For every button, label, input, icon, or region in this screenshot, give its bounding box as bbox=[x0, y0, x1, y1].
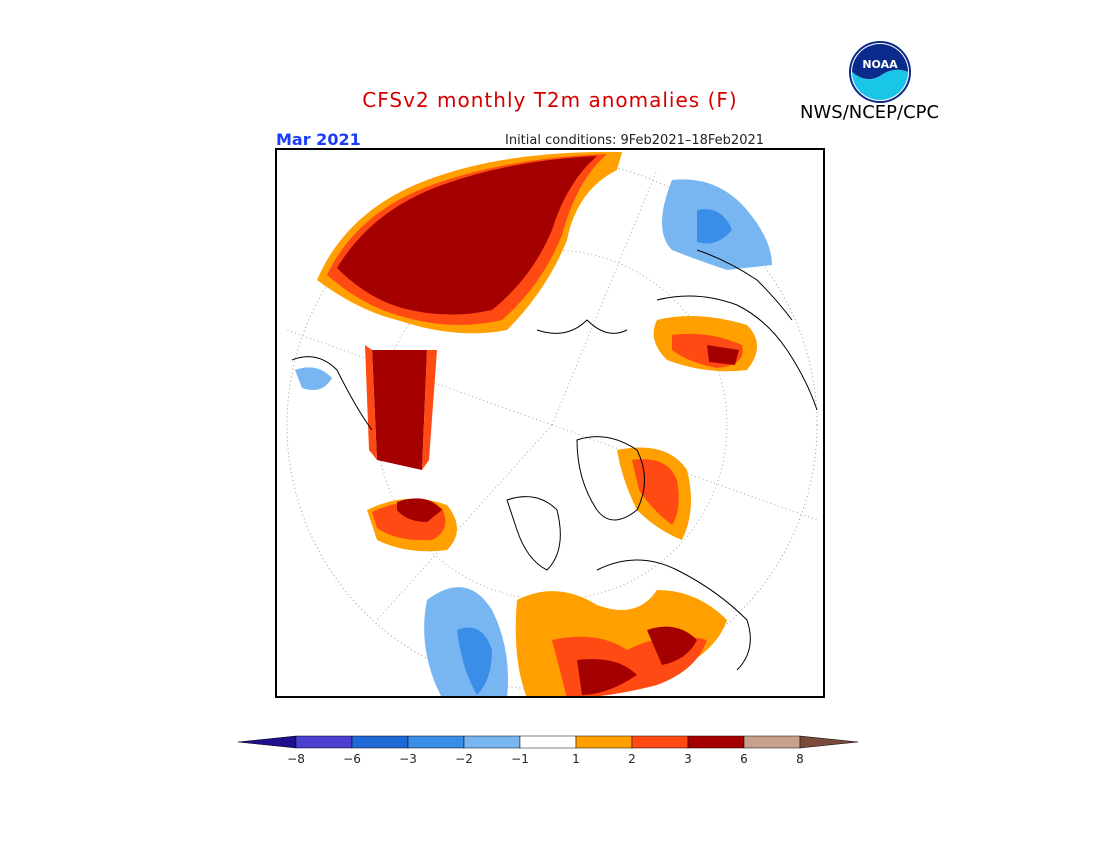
legend-label: −3 bbox=[399, 752, 417, 766]
svg-text:NOAA: NOAA bbox=[862, 58, 898, 71]
colorbar bbox=[238, 735, 859, 749]
siberia-warm-anomaly bbox=[317, 151, 622, 470]
small-cool-spot bbox=[295, 367, 332, 391]
legend-label: 6 bbox=[740, 752, 748, 766]
alaska-warm-anomaly bbox=[367, 498, 457, 552]
agency-label: NWS/NCEP/CPC bbox=[800, 102, 940, 123]
legend-label: −1 bbox=[511, 752, 529, 766]
greenland-warm-anomaly bbox=[653, 316, 757, 372]
legend-label: 1 bbox=[572, 752, 580, 766]
hudson-warm-anomaly bbox=[617, 447, 691, 540]
legend-label: 8 bbox=[796, 752, 804, 766]
legend-label: 2 bbox=[628, 752, 636, 766]
legend-label: −8 bbox=[287, 752, 305, 766]
west-us-cool-anomaly bbox=[424, 587, 508, 696]
legend-label: 3 bbox=[684, 752, 692, 766]
legend-label: −6 bbox=[343, 752, 361, 766]
noaa-logo: NOAA bbox=[849, 41, 911, 103]
polar-map bbox=[275, 148, 825, 698]
us-warm-anomaly bbox=[515, 590, 727, 696]
colorbar-arrow-left bbox=[238, 735, 297, 749]
atlantic-cool-anomaly bbox=[662, 179, 772, 270]
forecast-month: Mar 2021 bbox=[276, 130, 361, 149]
initial-conditions: Initial conditions: 9Feb2021–18Feb2021 bbox=[505, 133, 765, 148]
legend-label: −2 bbox=[455, 752, 473, 766]
colorbar-arrow-right bbox=[799, 735, 859, 749]
map-title: CFSv2 monthly T2m anomalies (F) bbox=[362, 88, 738, 112]
